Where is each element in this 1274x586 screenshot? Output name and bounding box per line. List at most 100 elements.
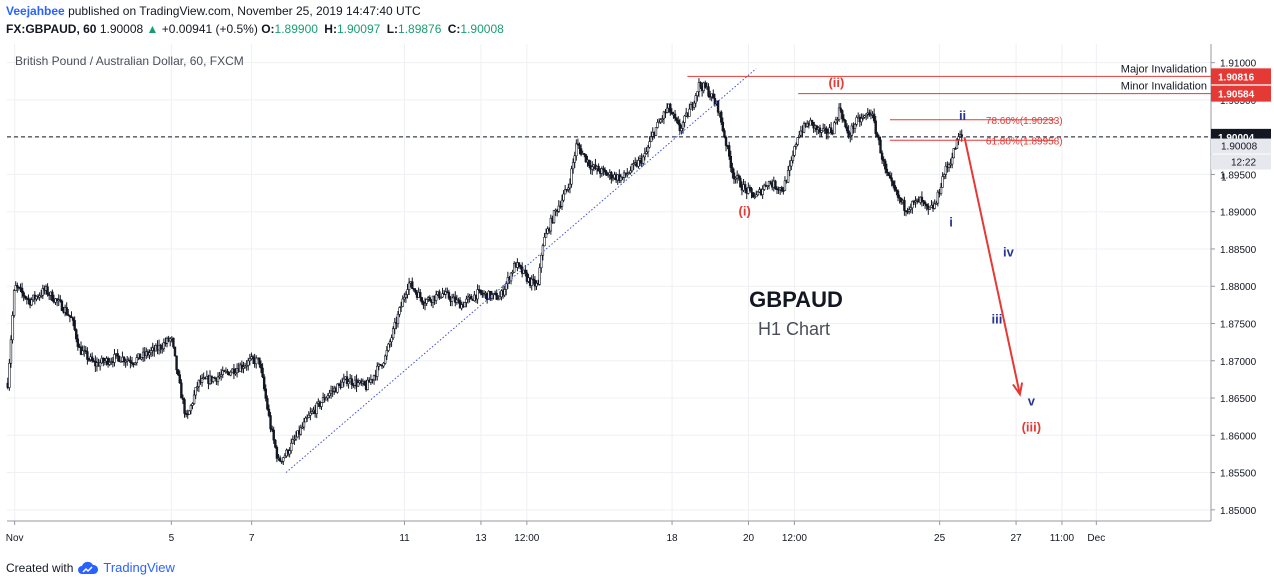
candle-body xyxy=(194,387,197,396)
candle-body xyxy=(540,254,543,269)
candle-body xyxy=(326,395,330,399)
wave-label: (ii) xyxy=(828,75,844,90)
candle-body xyxy=(543,237,546,247)
candle-body xyxy=(67,314,70,316)
candle-body xyxy=(465,298,468,303)
price-change: +0.00941 (+0.5%) xyxy=(161,22,258,36)
candle-body xyxy=(681,122,685,129)
candle-body xyxy=(81,350,84,355)
candle-body xyxy=(818,127,822,133)
candle-body xyxy=(756,191,760,196)
price-chart[interactable]: 1.910001.905001.900001.895001.890001.885… xyxy=(0,44,1274,554)
candle-body xyxy=(829,127,833,134)
publish-info: Veejahbee published on TradingView.com, … xyxy=(6,4,421,18)
candle-body xyxy=(911,201,914,209)
candle-body xyxy=(463,302,467,308)
x-tick-label: 12:00 xyxy=(514,533,539,544)
candle-body xyxy=(783,180,787,191)
candle-body xyxy=(369,379,373,383)
candle-body xyxy=(731,167,734,174)
candle-body xyxy=(734,177,737,180)
x-tick-label: Dec xyxy=(1087,533,1105,544)
candle-body xyxy=(696,91,699,96)
publish-text: published on TradingView.com, November 2… xyxy=(68,4,421,18)
candle-body xyxy=(837,107,841,120)
candle-body xyxy=(135,357,138,364)
candle-body xyxy=(750,188,753,193)
wave-label: (iii) xyxy=(1022,420,1042,435)
candle-body xyxy=(575,143,578,157)
candle-body xyxy=(40,294,43,297)
candle-body xyxy=(571,162,575,170)
last-price-label: 1.90008 xyxy=(1221,142,1258,153)
candle-body xyxy=(242,366,245,369)
candle-body xyxy=(732,172,736,180)
candle-body xyxy=(552,210,556,223)
candle-body xyxy=(610,172,613,180)
close-value: 1.90008 xyxy=(460,22,504,36)
candle-body xyxy=(535,283,538,287)
candle-body xyxy=(255,357,258,365)
watermark-symbol: GBPAUD xyxy=(749,287,843,312)
candle-body xyxy=(729,155,733,168)
candle-body xyxy=(906,210,909,213)
candle-body xyxy=(914,200,917,203)
candle-body xyxy=(325,397,328,401)
invalidation-price-box xyxy=(1211,68,1271,85)
candle-body xyxy=(648,141,651,148)
x-tick-label: 11 xyxy=(399,533,410,544)
candle-body xyxy=(138,353,142,360)
candle-body xyxy=(129,360,132,363)
author-name[interactable]: Veejahbee xyxy=(6,4,65,18)
candle-body xyxy=(747,187,750,194)
candle-body xyxy=(661,118,664,120)
candle-body xyxy=(513,263,516,273)
candle-body xyxy=(60,300,64,311)
x-tick-label: Nov xyxy=(6,533,24,544)
candle-body xyxy=(743,184,747,189)
candle-body xyxy=(530,278,533,286)
candle-body xyxy=(216,376,220,382)
candle-body xyxy=(694,95,697,104)
candle-body xyxy=(834,119,838,124)
candle-body xyxy=(102,357,105,363)
candle-body xyxy=(396,314,400,325)
candle-body xyxy=(673,113,677,119)
open-value: 1.89900 xyxy=(274,22,318,36)
candle-body xyxy=(957,136,960,140)
candle-body xyxy=(576,143,580,146)
candle-body xyxy=(264,388,267,399)
candle-body xyxy=(799,130,803,136)
candle-body xyxy=(12,290,16,316)
candle-body xyxy=(176,369,180,376)
candle-body xyxy=(262,376,266,390)
candle-body xyxy=(790,160,793,167)
candle-body xyxy=(864,113,868,117)
candle-body xyxy=(234,372,237,375)
candle-body xyxy=(570,168,573,185)
tradingview-link[interactable]: TradingView xyxy=(103,560,175,575)
candle-body xyxy=(788,165,791,171)
candle-body xyxy=(495,292,498,300)
candle-body xyxy=(753,196,756,199)
high-key: H: xyxy=(324,22,337,36)
candle-body xyxy=(920,196,924,201)
candle-body xyxy=(845,126,849,132)
candle-body xyxy=(600,168,604,174)
candle-body xyxy=(893,185,897,191)
y-tick-partial-label: 1 xyxy=(1221,172,1227,183)
symbol-label: FX:GBPAUD, 60 xyxy=(6,22,97,36)
y-tick-label: 1.85500 xyxy=(1220,469,1257,480)
candle-body xyxy=(654,127,658,136)
candle-body xyxy=(892,180,895,186)
candle-body xyxy=(192,394,196,404)
x-tick-label: 13 xyxy=(475,533,487,544)
candle-body xyxy=(16,285,19,288)
candle-body xyxy=(786,170,790,183)
candle-body xyxy=(259,363,263,369)
candle-body xyxy=(393,322,396,329)
candle-body xyxy=(565,189,568,191)
candle-body xyxy=(247,360,250,366)
candle-body xyxy=(320,402,323,407)
candle-body xyxy=(720,111,723,123)
